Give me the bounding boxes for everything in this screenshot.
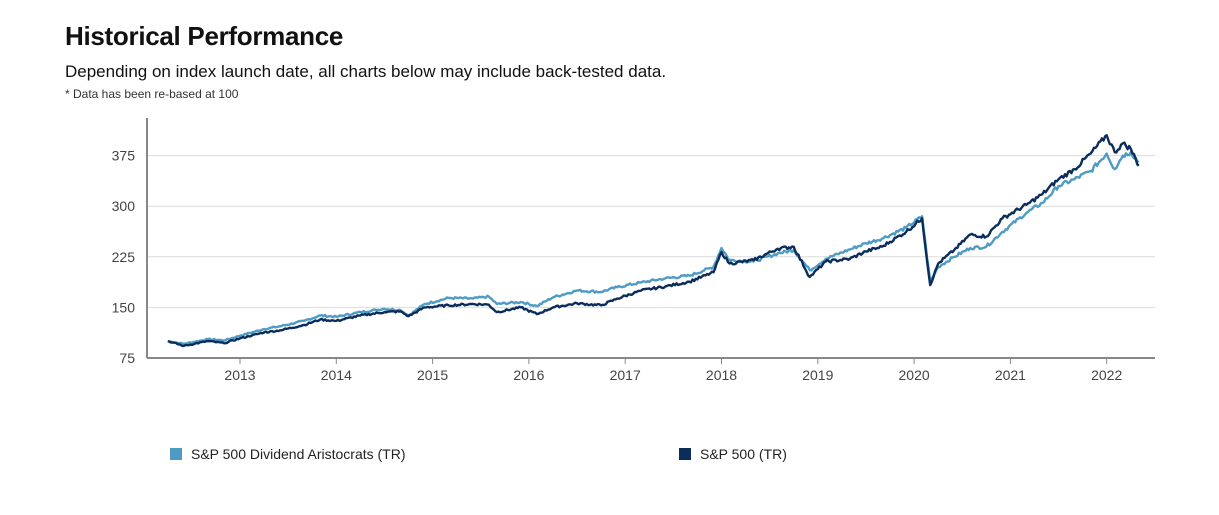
series-line-1: [167, 134, 1140, 348]
legend-item-sp500[interactable]: S&P 500 (TR): [679, 446, 787, 462]
legend-label: S&P 500 (TR): [700, 446, 787, 462]
series-line-0: [167, 151, 1140, 345]
x-tick-label: 2014: [321, 367, 352, 383]
y-tick-label: 225: [112, 249, 136, 265]
x-tick-label: 2019: [802, 367, 833, 383]
x-tick-label: 2017: [610, 367, 641, 383]
y-tick-label: 375: [112, 148, 136, 164]
y-tick-label: 300: [112, 198, 136, 214]
x-tick-label: 2022: [1091, 367, 1122, 383]
x-tick-label: 2016: [513, 367, 544, 383]
y-tick-label: 75: [119, 350, 135, 366]
legend-item-aristocrats[interactable]: S&P 500 Dividend Aristocrats (TR): [170, 446, 406, 462]
page-title: Historical Performance: [65, 21, 344, 51]
legend-swatch: [170, 448, 182, 460]
x-tick-label: 2015: [417, 367, 448, 383]
legend-swatch: [679, 448, 691, 460]
y-tick-label: 150: [112, 299, 136, 315]
x-tick-label: 2021: [995, 367, 1026, 383]
legend-label: S&P 500 Dividend Aristocrats (TR): [191, 446, 406, 462]
x-tick-label: 2020: [899, 367, 930, 383]
page-subtitle: Depending on index launch date, all char…: [65, 62, 667, 81]
x-tick-label: 2013: [224, 367, 255, 383]
x-tick-label: 2018: [706, 367, 737, 383]
rebase-note: * Data has been re-based at 100: [65, 87, 239, 101]
